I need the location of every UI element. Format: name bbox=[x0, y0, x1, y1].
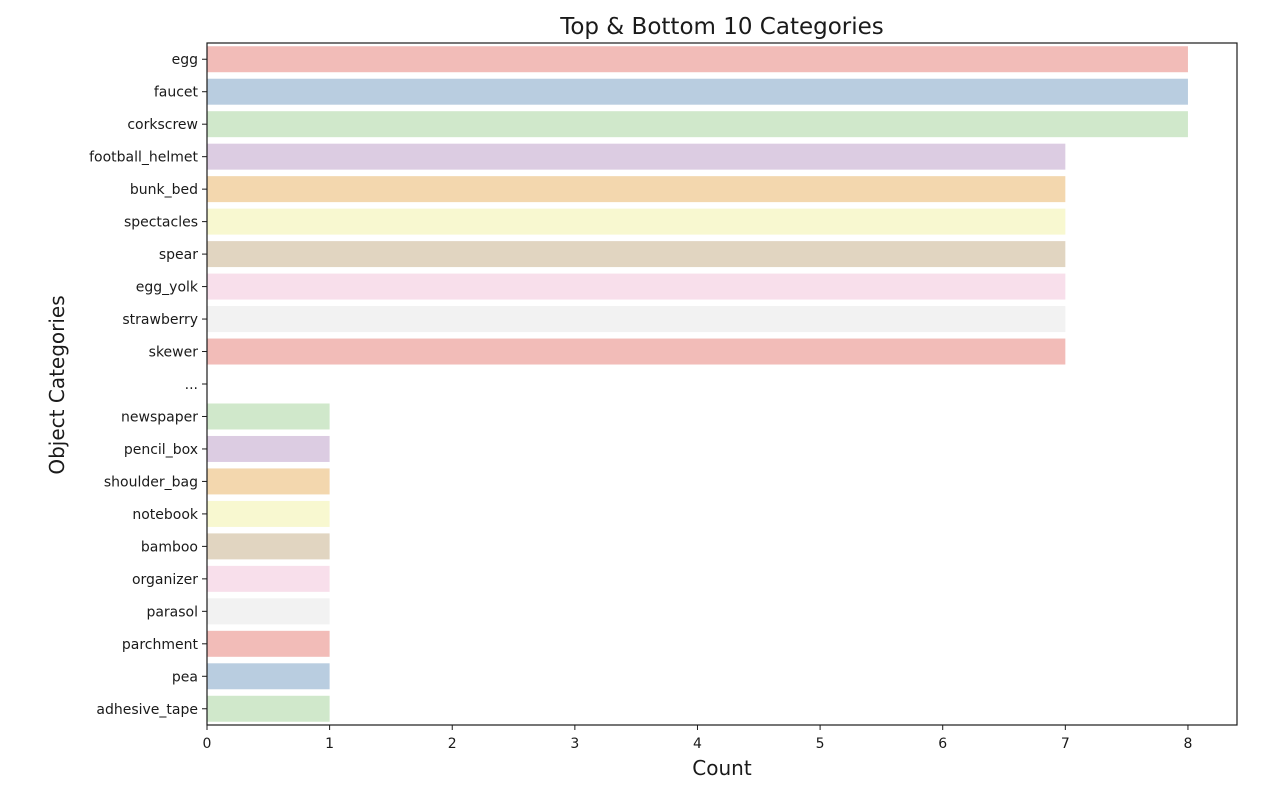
x-tick-label: 4 bbox=[693, 736, 702, 752]
y-tick-label: organizer bbox=[132, 572, 198, 588]
bar-notebook bbox=[207, 500, 330, 527]
y-tick-label: adhesive_tape bbox=[96, 702, 198, 718]
y-tick-label: spear bbox=[159, 247, 198, 263]
y-tick-label: notebook bbox=[132, 507, 199, 523]
y-tick-label: spectacles bbox=[124, 215, 198, 231]
bar-spectacles bbox=[207, 208, 1066, 235]
bar-bamboo bbox=[207, 533, 330, 560]
y-axis-ticks: egg faucet corkscrew football_helmet bunk_be… bbox=[89, 52, 207, 718]
bar-parchment bbox=[207, 630, 330, 657]
bar-adhesive_tape bbox=[207, 695, 330, 722]
bar-newspaper bbox=[207, 403, 330, 430]
x-tick-label: 0 bbox=[203, 736, 212, 752]
y-tick-label: shoulder_bag bbox=[104, 474, 198, 490]
bar-football_helmet bbox=[207, 143, 1066, 170]
y-tick-label: bunk_bed bbox=[130, 182, 198, 198]
bar-egg_yolk bbox=[207, 273, 1066, 300]
y-tick-label: football_helmet bbox=[89, 150, 198, 166]
y-tick-label: newspaper bbox=[121, 409, 198, 425]
bar-parasol bbox=[207, 598, 330, 625]
y-tick-label: pencil_box bbox=[124, 442, 198, 458]
y-tick-label: egg bbox=[172, 52, 198, 68]
bar-pea bbox=[207, 663, 330, 690]
y-tick-label: pea bbox=[172, 669, 198, 685]
x-tick-label: 3 bbox=[570, 736, 579, 752]
x-tick-label: 5 bbox=[816, 736, 825, 752]
y-tick-label: corkscrew bbox=[127, 117, 198, 133]
x-tick-label: 8 bbox=[1183, 736, 1192, 752]
x-axis-ticks: 0 1 2 3 4 5 6 7 8 bbox=[203, 725, 1192, 752]
bar-pencil_box bbox=[207, 435, 330, 462]
chart-title: Top & Bottom 10 Categories bbox=[559, 14, 884, 40]
bar-skewer bbox=[207, 338, 1066, 365]
bar-strawberry bbox=[207, 306, 1066, 333]
x-tick-label: 7 bbox=[1061, 736, 1070, 752]
bar-bunk_bed bbox=[207, 176, 1066, 203]
x-axis-title: Count bbox=[692, 756, 752, 780]
y-tick-label: bamboo bbox=[141, 539, 198, 555]
y-tick-label: parasol bbox=[146, 604, 198, 620]
bars-group bbox=[207, 46, 1188, 722]
y-tick-label: skewer bbox=[149, 345, 199, 361]
x-tick-label: 1 bbox=[325, 736, 334, 752]
bar-shoulder_bag bbox=[207, 468, 330, 495]
bar-organizer bbox=[207, 565, 330, 592]
y-tick-label: ... bbox=[185, 377, 198, 393]
bar-spear bbox=[207, 241, 1066, 268]
bar-faucet bbox=[207, 78, 1188, 105]
y-tick-label: parchment bbox=[122, 637, 199, 653]
bar-egg bbox=[207, 46, 1188, 73]
bar-corkscrew bbox=[207, 111, 1188, 138]
y-axis-title: Object Categories bbox=[45, 295, 69, 474]
y-tick-label: faucet bbox=[154, 85, 199, 101]
x-tick-label: 6 bbox=[938, 736, 947, 752]
x-tick-label: 2 bbox=[448, 736, 457, 752]
y-tick-label: strawberry bbox=[122, 312, 198, 328]
plot-area-frame bbox=[206, 42, 1238, 726]
y-tick-label: egg_yolk bbox=[136, 280, 199, 296]
